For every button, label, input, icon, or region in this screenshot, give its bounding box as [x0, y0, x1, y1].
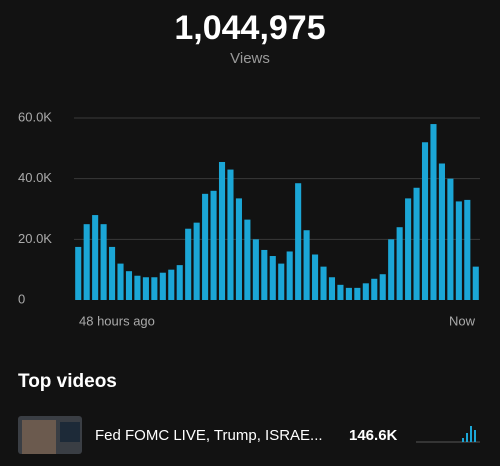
bar — [193, 222, 200, 300]
bar — [303, 230, 310, 300]
sparkline-bar — [466, 433, 468, 442]
bar — [362, 283, 369, 300]
video-views: 146.6K — [349, 427, 398, 444]
bar — [252, 239, 259, 300]
bar — [455, 201, 462, 300]
bar — [168, 269, 175, 300]
bar — [227, 169, 234, 300]
bar — [125, 271, 133, 300]
bar — [142, 277, 149, 300]
x-start-label: 48 hours ago — [79, 313, 155, 328]
bar — [210, 190, 217, 300]
bar — [92, 215, 99, 300]
bar — [278, 263, 285, 300]
bar — [312, 254, 319, 300]
thumbnail-inset — [60, 422, 80, 442]
y-tick-label: 40.0K — [18, 170, 52, 185]
bar — [75, 246, 82, 300]
y-tick-label: 0 — [18, 291, 25, 306]
bar — [337, 284, 344, 300]
bar — [269, 256, 276, 300]
video-title: Fed FOMC LIVE, Trump, ISRAE... — [95, 427, 323, 444]
bar — [83, 224, 90, 300]
bar — [286, 251, 293, 300]
bar — [438, 163, 445, 300]
bar — [447, 178, 454, 300]
bar — [328, 277, 336, 300]
bar — [430, 124, 437, 300]
y-tick-label: 20.0K — [18, 231, 52, 246]
bar — [100, 224, 107, 300]
bar — [185, 228, 192, 300]
video-row[interactable]: Fed FOMC LIVE, Trump, ISRAE... 146.6K — [18, 416, 480, 454]
bar — [235, 198, 242, 300]
bar — [218, 161, 226, 300]
bar — [159, 272, 166, 300]
section-title: Top videos — [18, 371, 117, 392]
bar — [396, 227, 403, 300]
bar — [371, 278, 378, 300]
bar — [176, 265, 183, 300]
bar — [134, 275, 141, 300]
total-views: 1,044,975 — [174, 9, 325, 47]
bar — [388, 239, 395, 300]
bar — [320, 266, 327, 300]
bar — [472, 266, 479, 300]
y-tick-label: 60.0K — [18, 109, 52, 124]
bar — [109, 246, 116, 300]
sparkline-bar — [462, 438, 464, 442]
sparkline-bar — [470, 426, 472, 442]
bar — [345, 287, 352, 300]
sparkline-bar — [474, 430, 476, 442]
bar — [202, 193, 209, 300]
bar — [379, 274, 386, 300]
bar — [354, 287, 361, 300]
bar — [295, 183, 302, 300]
bar — [151, 277, 158, 300]
bar — [413, 187, 420, 300]
bar — [421, 142, 429, 300]
x-end-label: Now — [449, 313, 476, 328]
thumbnail-figure — [22, 420, 56, 454]
views-label: Views — [230, 50, 270, 67]
bar — [261, 249, 268, 300]
bar — [405, 198, 412, 300]
bar — [464, 199, 471, 300]
bar — [117, 263, 124, 300]
bar — [244, 219, 251, 300]
